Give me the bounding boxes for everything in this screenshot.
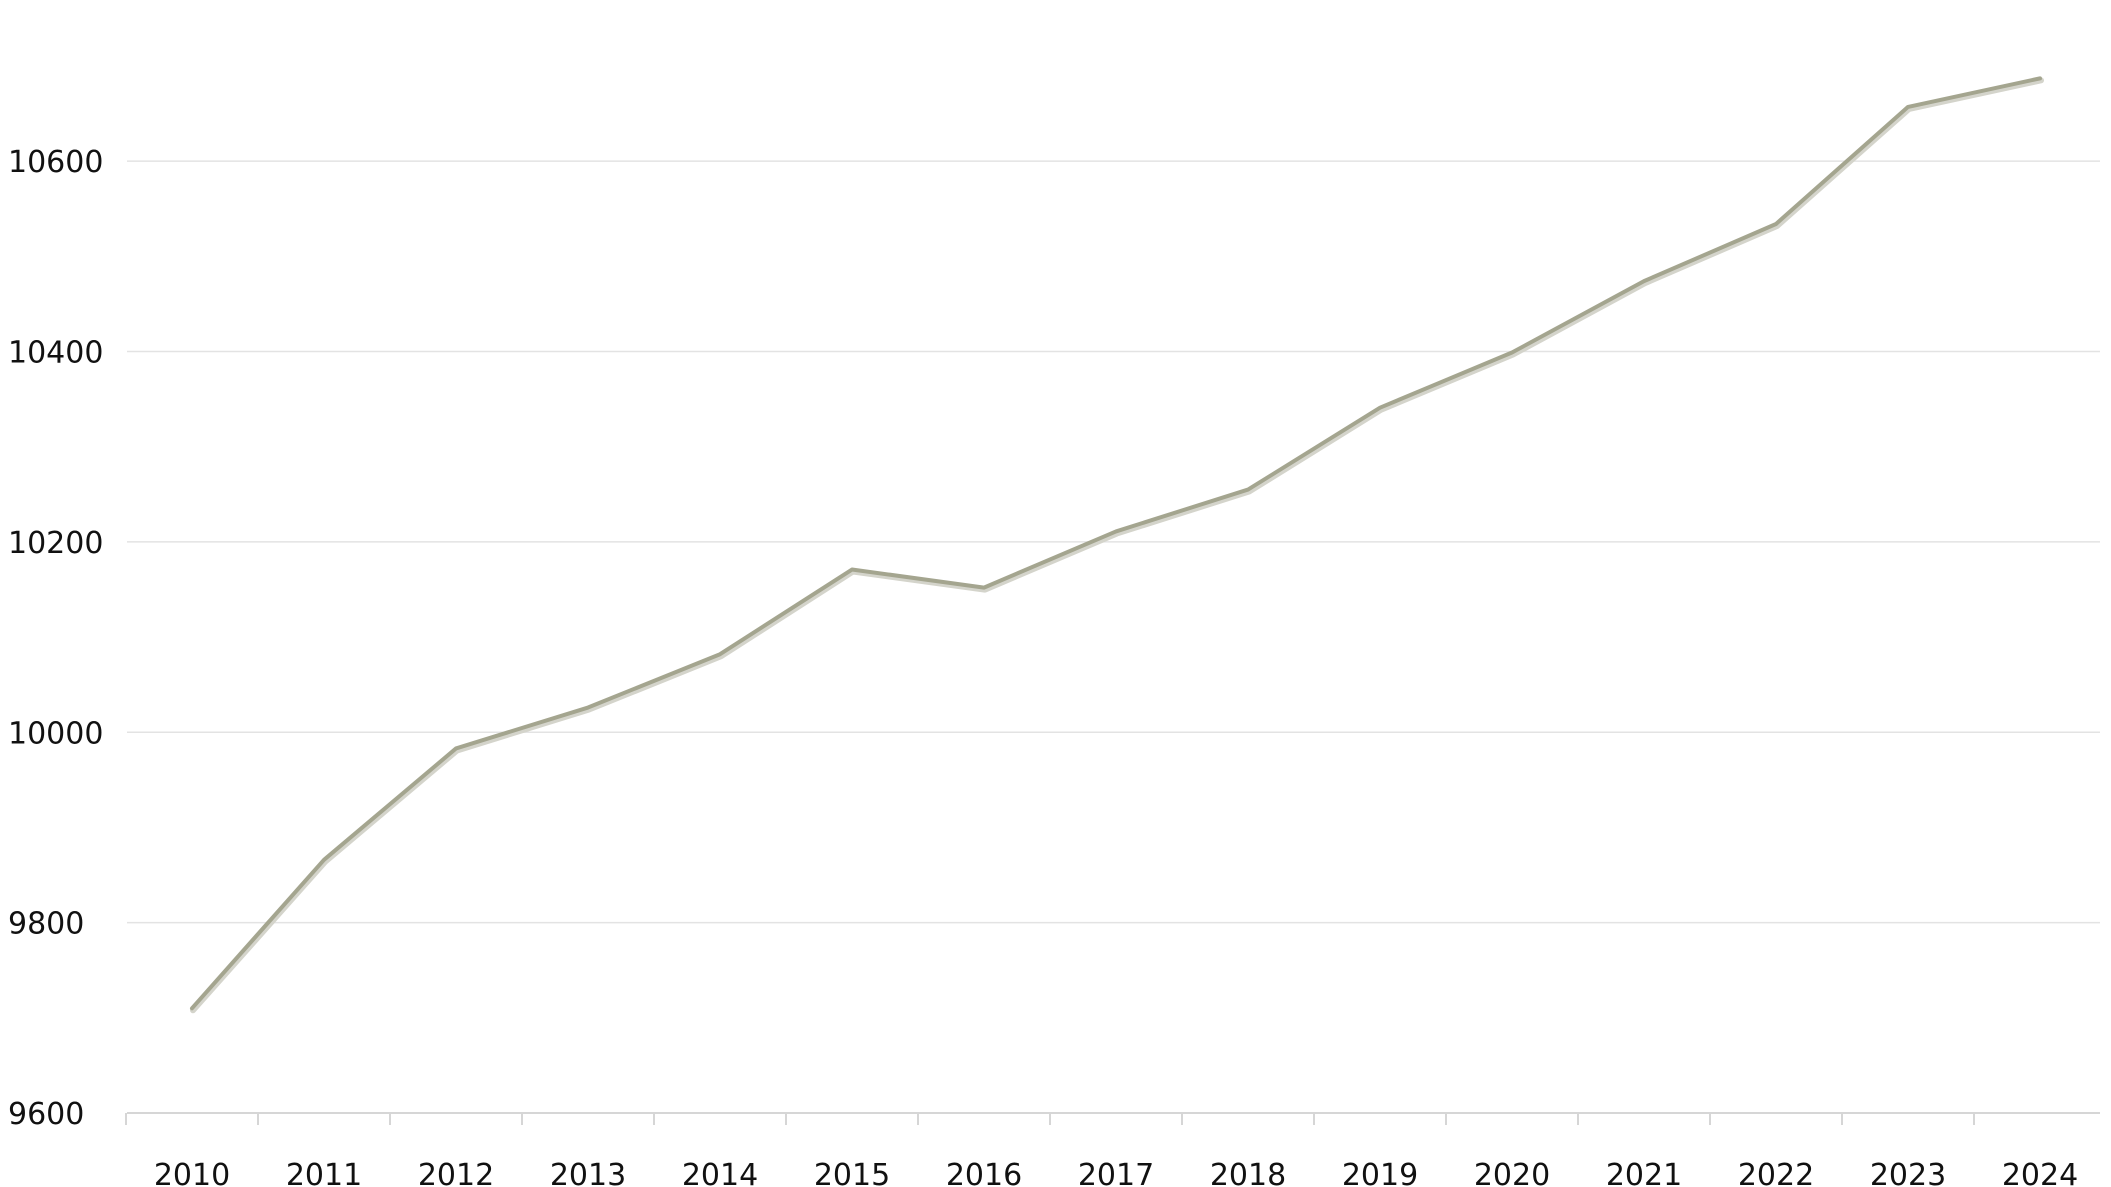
data-point [1642,279,1646,283]
data-point [718,652,722,656]
x-tick-label: 2023 [1870,1158,1946,1187]
x-axis [125,1112,2100,1125]
y-tick-label: 9800 [8,907,84,942]
data-point [454,746,458,750]
data-point [1510,350,1514,354]
x-tick-label: 2020 [1474,1158,1550,1187]
y-tick-label: 10400 [8,336,103,371]
y-axis-tick-labels: 9600 9800 10000 10200 10400 10600 [8,145,103,1132]
x-tick-label: 2013 [550,1158,626,1187]
data-point [2038,76,2042,80]
data-point [322,858,326,862]
y-tick-label: 10000 [8,716,103,751]
x-tick-label: 2018 [1210,1158,1286,1187]
data-point [982,586,986,590]
x-tick-label: 2017 [1078,1158,1154,1187]
x-tick-label: 2011 [286,1158,362,1187]
x-tick-label: 2019 [1342,1158,1418,1187]
data-point [1246,488,1250,492]
y-tick-label: 10200 [8,526,103,561]
y-tick-label: 9600 [8,1097,84,1132]
data-point [1774,222,1778,226]
data-point [1114,529,1118,533]
series-line [190,76,2042,1011]
x-tick-label: 2015 [814,1158,890,1187]
x-tick-label: 2014 [682,1158,758,1187]
x-tick-label: 2012 [418,1158,494,1187]
x-tick-label: 2010 [154,1158,230,1187]
data-point [586,706,590,710]
gridlines [127,160,2100,924]
data-point [850,568,854,572]
y-tick-label: 10600 [8,145,103,180]
x-axis-tick-labels: 2010 2011 2012 2013 2014 2015 2016 2017 2018 2019… [154,1158,2078,1187]
x-tick-label: 2016 [946,1158,1022,1187]
data-point [1906,105,1910,109]
series-line-shadow [190,77,2044,1014]
x-tick-label: 2022 [1738,1158,1814,1187]
data-point [1378,406,1382,410]
x-tick-label: 2024 [2002,1158,2078,1187]
data-point [190,1006,194,1010]
x-tick-label: 2021 [1606,1158,1682,1187]
series-layer [190,76,2044,1014]
